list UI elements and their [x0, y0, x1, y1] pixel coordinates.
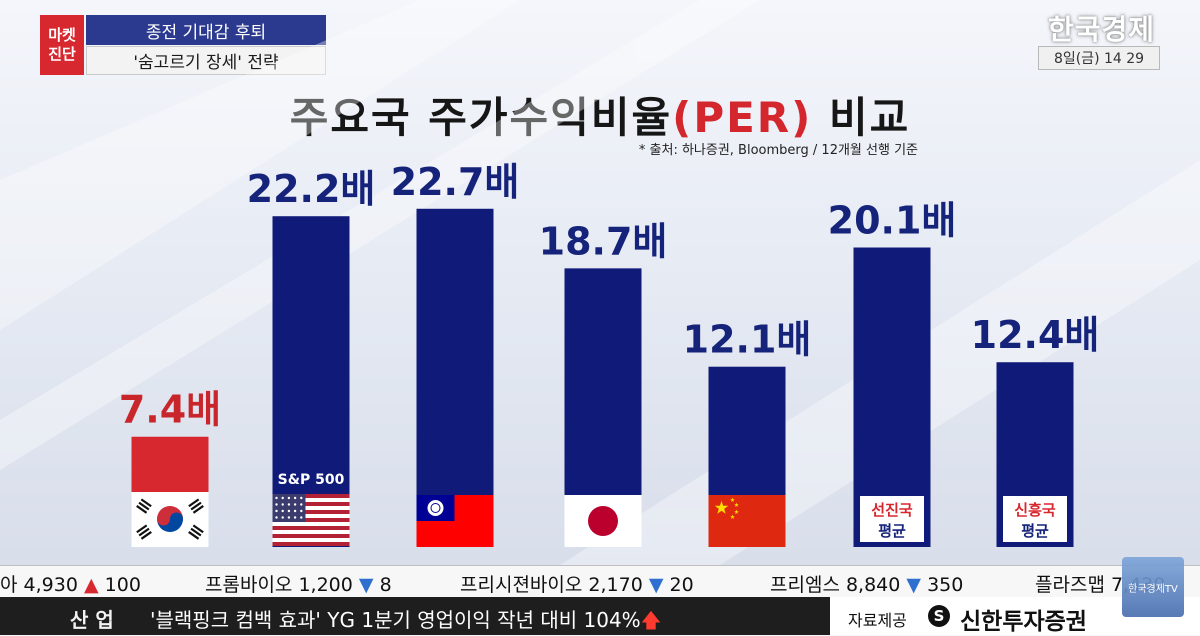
sponsor-logo-icon: S	[928, 605, 950, 627]
bar-2	[272, 216, 350, 547]
stock-ticker: 아 4,930 ▲ 100 프롬바이오 1,200 ▼ 8 프리시젼바이오 2,…	[0, 565, 1200, 598]
developed-avg-label-line2: 평균	[878, 522, 906, 540]
broadcaster-logo: 한국경제	[1047, 13, 1155, 46]
source-note: * 출처: 하나증권, Bloomberg / 12개월 선행 기준	[638, 143, 918, 158]
japan-flag-icon	[564, 495, 642, 547]
ticker-price: 4,930	[23, 574, 78, 596]
timestamp: 8일(금) 14 29	[1038, 46, 1160, 70]
ticker-change: 20	[669, 574, 694, 596]
ticker-item: 아 4,930 ▲ 100	[0, 570, 141, 597]
segment-badge-line2: 진단	[48, 45, 76, 63]
ticker-down-arrow-icon: ▼	[906, 574, 922, 596]
news-category: 산 업	[70, 608, 114, 632]
ticker-change: 100	[104, 574, 141, 596]
caption-subheadline: '숨고르기 장세' 전략	[86, 46, 326, 75]
value-label-3: 22.7배	[391, 160, 520, 204]
korea-flag-icon	[131, 492, 209, 547]
bar-3	[416, 208, 494, 547]
ticker-change: 350	[927, 574, 964, 596]
ticker-name: 플라즈맵	[1035, 574, 1105, 596]
segment-badge-line1: 마켓	[48, 26, 76, 44]
segment-badge: 마켓 진단	[40, 15, 84, 75]
chart-title: 주요국 주가수익비율(PER) 비교	[0, 84, 1200, 145]
ticker-change: 8	[379, 574, 392, 596]
chart-title-main: 주요국 주가수익비율	[289, 93, 673, 142]
sponsor-label: 자료제공	[848, 611, 907, 630]
value-label-1: 7.4배	[119, 388, 221, 432]
value-label-6: 20.1배	[828, 199, 957, 243]
ticker-price: 1,200	[298, 574, 353, 596]
value-label-7: 12.4배	[971, 313, 1100, 357]
chart-title-suffix: 비교	[812, 93, 911, 142]
value-labels-group: 7.4배 22.2배 22.7배 18.7배 12.1배 20.1배 12.4배	[119, 160, 1100, 432]
taiwan-flag-icon	[416, 495, 494, 547]
us-flag-icon	[272, 494, 350, 546]
news-headline-wrap: '블랙핑크 컴백 효과' YG 1분기 영업이익 작년 대비 104%🡅	[150, 604, 661, 635]
value-label-2: 22.2배	[247, 167, 376, 211]
ticker-name: 프리시젼바이오	[460, 574, 583, 596]
ticker-item: 프리시젼바이오 2,170 ▼ 20	[460, 570, 694, 597]
ticker-price: 2,170	[588, 574, 643, 596]
channel-bug: 한국경제TV	[1122, 557, 1184, 617]
ticker-name: 프롬바이오	[205, 574, 293, 596]
emerging-avg-label-line2: 평균	[1021, 522, 1049, 540]
caption-headline: 종전 기대감 후퇴	[86, 15, 326, 45]
developed-avg-label-line1: 선진국	[871, 501, 913, 519]
china-flag-icon	[708, 495, 786, 547]
emerging-avg-label-line1: 신흥국	[1014, 501, 1056, 519]
ticker-down-arrow-icon: ▼	[648, 574, 664, 596]
per-bar-chart: 7.4배 22.2배 22.7배 18.7배 12.1배 20.1배 12.4배 S&P 5…	[118, 159, 1100, 547]
up-arrow-icon: 🡅	[640, 608, 662, 632]
ticker-item: 프리엠스 8,840 ▼ 350	[770, 570, 963, 597]
value-label-4: 18.7배	[539, 219, 668, 263]
ticker-name: 프리엠스	[770, 574, 840, 596]
ticker-item: 프롬바이오 1,200 ▼ 8	[205, 570, 392, 597]
chart-title-highlight: (PER)	[672, 93, 813, 142]
sponsor-name: 신한투자증권	[960, 609, 1087, 635]
ticker-name: 아	[0, 574, 18, 596]
ticker-down-arrow-icon: ▼	[358, 574, 374, 596]
ticker-price: 8,840	[845, 574, 901, 596]
news-headline: '블랙핑크 컴백 효과' YG 1분기 영업이익 작년 대비 104%	[150, 608, 641, 632]
value-label-5: 12.1배	[683, 318, 812, 362]
sp500-label: S&P 500	[278, 472, 345, 488]
ticker-up-arrow-icon: ▲	[83, 574, 99, 596]
